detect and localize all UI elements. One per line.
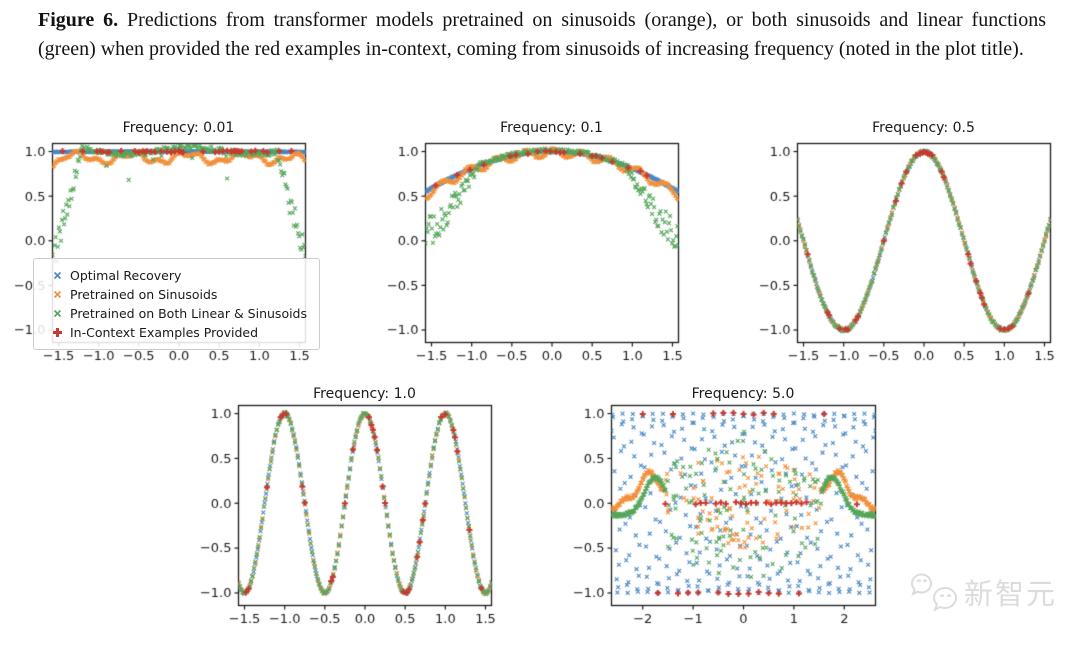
plot-canvas: [745, 114, 1067, 372]
legend-item: Pretrained on Sinusoids: [44, 285, 307, 304]
watermark: 新智元: [910, 570, 1057, 614]
x-marker-icon: [44, 308, 70, 319]
legend-item-label: In-Context Examples Provided: [70, 325, 259, 340]
figure-caption: Figure 6. Predictions from transformer m…: [38, 6, 1046, 64]
legend: Optimal Recovery Pretrained on Sinusoids P…: [33, 258, 321, 350]
legend-item: Pretrained on Both Linear & Sinusoids: [44, 304, 307, 323]
plus-marker-icon: [44, 327, 70, 338]
x-marker-icon: [44, 289, 70, 300]
caption-text: Predictions from transformer models pret…: [38, 9, 1046, 60]
legend-item-label: Pretrained on Sinusoids: [70, 287, 218, 302]
legend-item: Optimal Recovery: [44, 266, 307, 285]
subplot-frequency-5-0: Frequency: 5.0: [559, 380, 889, 636]
x-marker-icon: [44, 270, 70, 281]
legend-item-label: Pretrained on Both Linear & Sinusoids: [70, 306, 308, 321]
plot-canvas: [559, 380, 889, 636]
plot-canvas: [373, 114, 695, 372]
subplot-frequency-1-0: Frequency: 1.0: [186, 380, 508, 636]
subplot-frequency-0-5: Frequency: 0.5: [745, 114, 1067, 372]
subplot-frequency-0-1: Frequency: 0.1: [373, 114, 695, 372]
legend-item-label: Optimal Recovery: [70, 268, 182, 283]
caption-label: Figure 6.: [38, 9, 119, 31]
wechat-bubbles-icon: [910, 573, 958, 612]
plot-canvas: [186, 380, 508, 636]
legend-item: In-Context Examples Provided: [44, 323, 307, 342]
watermark-text: 新智元: [964, 577, 1058, 611]
